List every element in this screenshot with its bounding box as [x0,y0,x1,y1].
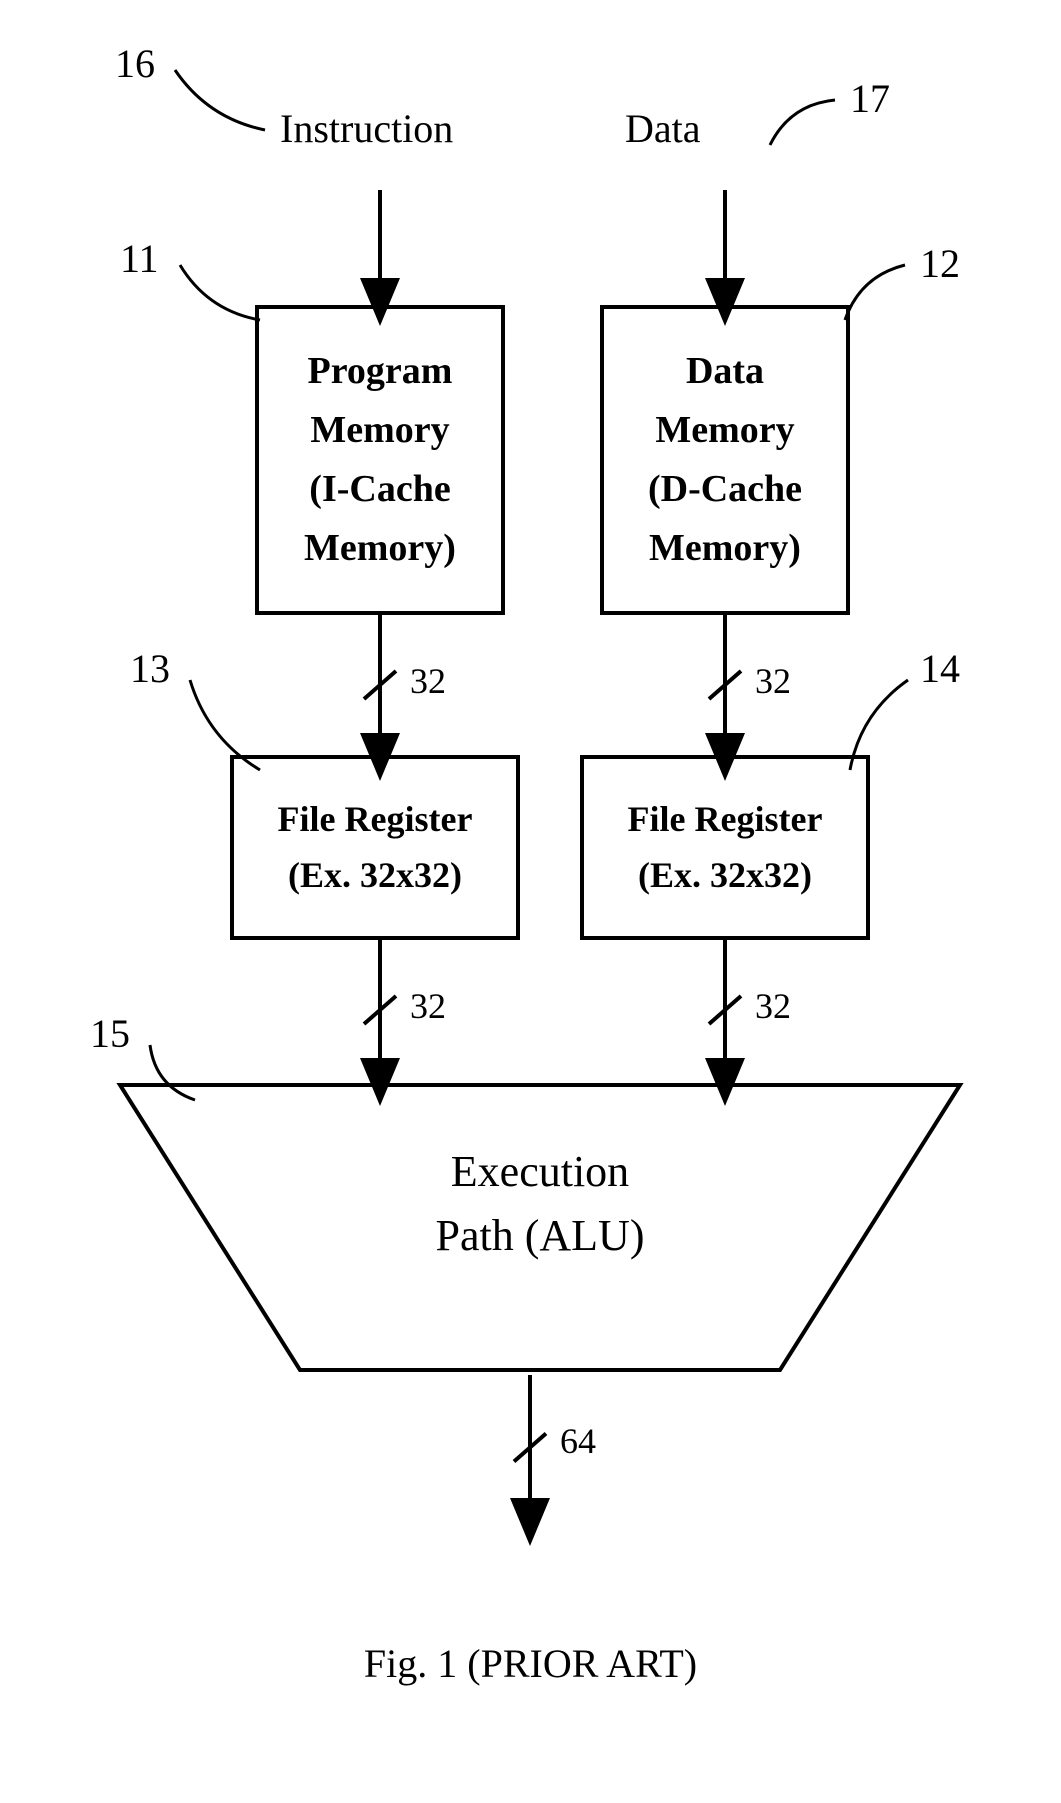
bus-width-label-3: 32 [755,660,791,702]
bus-slash-2 [364,671,396,699]
program-memory-l4: Memory) [304,519,456,578]
box-program-memory: Program Memory (I-Cache Memory) [255,305,505,615]
file-reg-left-l1: File Register [278,792,473,848]
bus-slash-3 [709,671,741,699]
box-data-memory: Data Memory (D-Cache Memory) [600,305,850,615]
box-file-register-left: File Register (Ex. 32x32) [230,755,520,940]
ref-11: 11 [120,235,159,282]
bus-slash-4 [364,996,396,1024]
leader-1 [770,100,835,145]
label-instruction: Instruction [280,105,453,152]
label-data: Data [625,105,701,152]
program-memory-l1: Program [308,342,453,401]
leader-0 [175,70,265,130]
alu-l1: Execution [360,1140,720,1204]
ref-14: 14 [920,645,960,692]
bus-slash-6 [514,1434,546,1462]
figure-caption: Fig. 1 (PRIOR ART) [0,1640,1061,1687]
ref-12: 12 [920,240,960,287]
ref-17: 17 [850,75,890,122]
ref-15: 15 [90,1010,130,1057]
leader-3 [845,265,905,320]
bus-width-label-2: 32 [410,660,446,702]
data-memory-l4: Memory) [649,519,801,578]
ref-13: 13 [130,645,170,692]
leader-2 [180,265,260,320]
leader-6 [150,1045,195,1100]
data-memory-l2: Memory [655,401,794,460]
bus-width-label-6: 64 [560,1420,596,1462]
diagram-canvas: 16 17 11 12 13 14 15 Instruction Data Pr… [0,0,1061,1803]
ref-16: 16 [115,40,155,87]
box-file-register-right: File Register (Ex. 32x32) [580,755,870,940]
alu-l2: Path (ALU) [360,1204,720,1268]
data-memory-l1: Data [686,342,764,401]
diagram-overlay-svg [0,0,1061,1803]
file-reg-right-l2: (Ex. 32x32) [638,848,812,904]
alu-label: Execution Path (ALU) [360,1140,720,1268]
file-reg-left-l2: (Ex. 32x32) [288,848,462,904]
data-memory-l3: (D-Cache [648,460,802,519]
program-memory-l2: Memory [310,401,449,460]
program-memory-l3: (I-Cache [309,460,450,519]
bus-width-label-4: 32 [410,985,446,1027]
file-reg-right-l1: File Register [628,792,823,848]
bus-width-label-5: 32 [755,985,791,1027]
bus-slash-5 [709,996,741,1024]
